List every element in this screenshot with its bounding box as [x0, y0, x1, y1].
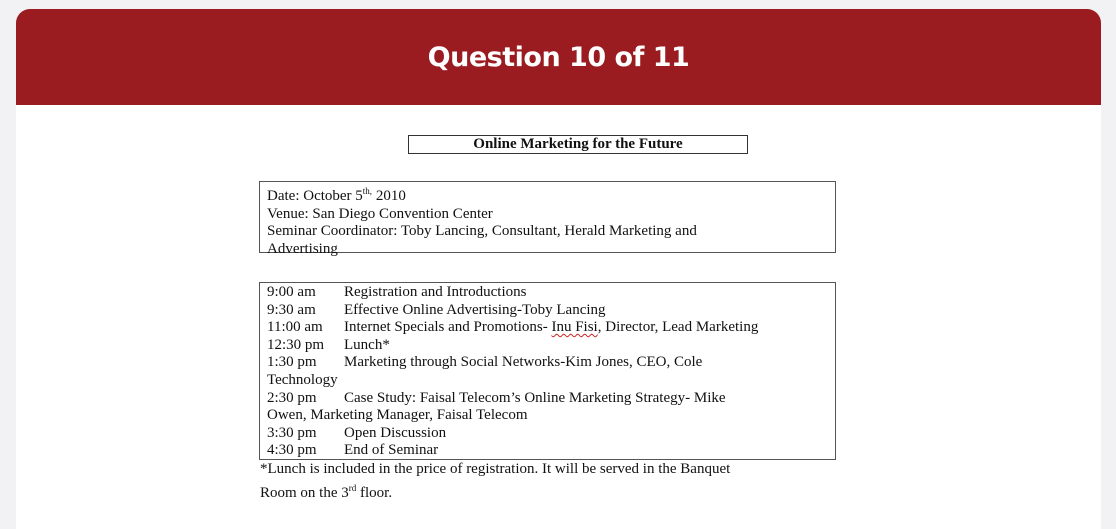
spellcheck-underline: Inu Fisi — [551, 319, 598, 336]
coordinator-line: Seminar Coordinator: Toby Lancing, Consu… — [267, 223, 697, 240]
schedule-row: 1:30 pm Marketing through Social Networks… — [267, 354, 703, 371]
schedule-row: 4:30 pm End of Seminar — [267, 442, 439, 459]
lunch-footnote: *Lunch is included in the price of regis… — [260, 461, 731, 501]
document-image: Online Marketing for the Future Date: Oc… — [259, 135, 836, 501]
question-counter: Question 10 of 11 — [427, 41, 690, 73]
schedule-row: 12:30 pm Lunch* — [267, 336, 390, 353]
schedule-row: 9:30 am Effective Online Advertising-Toby… — [267, 301, 606, 318]
schedule-row-cont: Owen, Marketing Manager, Faisal Telecom — [267, 407, 528, 424]
date-line: Date: October 5th, 2010 — [267, 186, 406, 204]
question-header: Question 10 of 11 — [16, 9, 1101, 105]
document-title: Online Marketing for the Future — [408, 135, 748, 154]
coordinator-line-cont: Advertising — [267, 240, 338, 257]
schedule-box: 9:00 am Registration and Introductions 9:… — [259, 282, 836, 460]
schedule-row: 9:00 am Registration and Introductions — [267, 284, 527, 300]
schedule-row-cont: Technology — [267, 371, 338, 388]
schedule-row: 11:00 am Internet Specials and Promotions… — [267, 319, 759, 336]
venue-line: Venue: San Diego Convention Center — [267, 205, 493, 222]
schedule-row: 3:30 pm Open Discussion — [267, 424, 447, 441]
seminar-info-box: Date: October 5th, 2010 Venue: San Diego… — [259, 181, 836, 257]
question-card: Question 10 of 11 — [16, 9, 1101, 529]
schedule-row: 2:30 pm Case Study: Faisal Telecom’s Onli… — [267, 389, 726, 406]
